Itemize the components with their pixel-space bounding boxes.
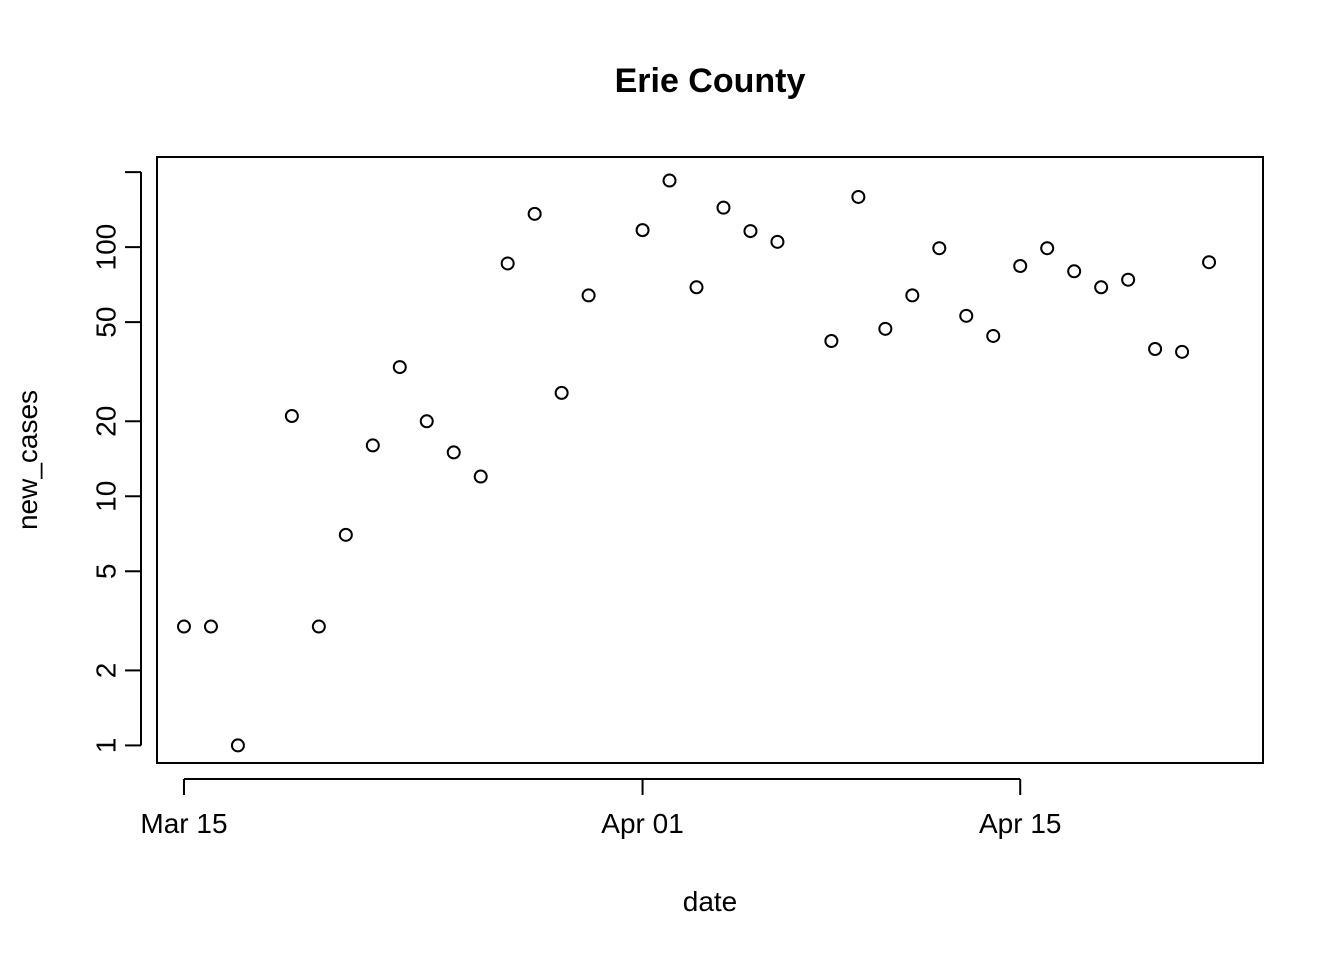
data-point [716, 200, 731, 215]
data-point [500, 256, 515, 271]
data-point [1094, 280, 1109, 295]
plot-frame [156, 156, 1264, 764]
y-axis-ticks: 1 2 5 10 20 50 100 [90, 171, 141, 754]
data-point [176, 619, 191, 634]
data-point [851, 189, 866, 204]
data-point [1148, 342, 1163, 357]
data-point [1175, 344, 1190, 359]
data-point [1040, 241, 1055, 256]
data-point [662, 173, 677, 188]
data-point [473, 469, 488, 484]
data-point [1067, 264, 1082, 279]
data-point [905, 288, 920, 303]
y-axis-label: new_cases [12, 390, 43, 530]
data-point [365, 438, 380, 453]
data-point [824, 333, 839, 348]
data-point [743, 224, 758, 239]
y-tick-label: 2 [90, 663, 121, 679]
y-tick-label: 50 [90, 307, 121, 338]
data-points [176, 173, 1217, 753]
y-tick-label: 10 [90, 481, 121, 512]
data-point [554, 385, 569, 400]
x-axis-label: date [683, 886, 738, 917]
y-tick-label: 20 [90, 406, 121, 437]
data-point [284, 408, 299, 423]
y-tick-label: 100 [90, 224, 121, 271]
y-tick-label: 5 [90, 563, 121, 579]
data-point [986, 328, 1001, 343]
x-axis-ticks: Mar 15 Apr 01 Apr 15 [140, 779, 1061, 839]
data-point [932, 241, 947, 256]
x-tick-label: Mar 15 [140, 808, 227, 839]
data-point [1202, 255, 1217, 270]
data-point [338, 527, 353, 542]
data-point [527, 206, 542, 221]
data-point [689, 280, 704, 295]
data-point [446, 445, 461, 460]
data-point [1013, 258, 1028, 273]
x-tick-label: Apr 01 [601, 808, 684, 839]
data-point [419, 414, 434, 429]
data-point [203, 619, 218, 634]
data-point [392, 360, 407, 375]
data-point [230, 738, 245, 753]
data-point [311, 619, 326, 634]
x-tick-label: Apr 15 [979, 808, 1062, 839]
data-point [1121, 272, 1136, 287]
y-tick-label: 1 [90, 738, 121, 754]
chart-title: Erie County [615, 62, 806, 100]
data-point [635, 223, 650, 238]
data-point [581, 288, 596, 303]
data-point [878, 321, 893, 336]
data-point [770, 234, 785, 249]
data-point [959, 308, 974, 323]
